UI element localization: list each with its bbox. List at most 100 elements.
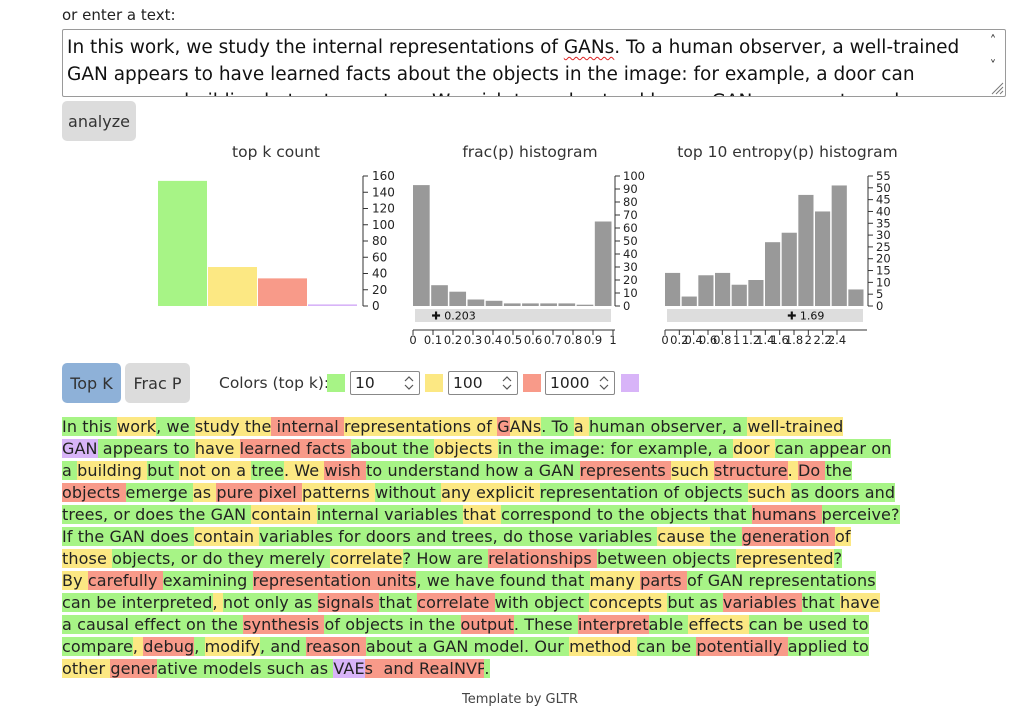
scroll-up-icon[interactable]: ˄ [989, 33, 997, 49]
topk-threshold-1-input[interactable]: 10 [350, 371, 420, 395]
token[interactable]: synthesis [243, 615, 325, 634]
token[interactable]: such [671, 461, 715, 480]
token[interactable]: for doors and trees, do those variables [338, 527, 658, 546]
token[interactable]: parts [640, 571, 687, 590]
token[interactable]: contain [251, 505, 317, 524]
token[interactable]: a causal effect on the [62, 615, 244, 634]
token[interactable]: study the [194, 417, 272, 436]
token[interactable]: other [62, 659, 111, 678]
token[interactable]: to the objects that [596, 505, 752, 524]
token[interactable]: can be interpreted [62, 593, 213, 612]
token[interactable]: of [476, 417, 498, 436]
text-input[interactable]: In this work, we study the internal repr… [62, 29, 1006, 97]
token[interactable]: . [787, 461, 798, 480]
token[interactable]: have [839, 593, 880, 612]
token[interactable]: in the image: for example, a [497, 439, 733, 458]
token[interactable]: perceive? [821, 505, 900, 524]
token[interactable]: By [62, 571, 88, 590]
token[interactable]: internal [271, 417, 345, 436]
token[interactable]: that [463, 505, 502, 524]
token[interactable]: but [147, 461, 180, 480]
token[interactable]: . These [513, 615, 578, 634]
token[interactable]: objects, or do they merely [112, 549, 331, 568]
token[interactable]: reason [305, 637, 366, 656]
token[interactable]: , we have found that [416, 571, 590, 590]
tab-frac-p[interactable]: Frac P [125, 363, 190, 403]
token[interactable]: not on a [179, 461, 252, 480]
token[interactable]: . To [541, 417, 574, 436]
token[interactable]: and RealNVP [378, 659, 485, 678]
token[interactable]: any [441, 483, 477, 502]
token[interactable]: represented [735, 549, 834, 568]
token[interactable]: ative models such as [157, 659, 334, 678]
token[interactable]: those [62, 549, 113, 568]
token[interactable]: G [497, 417, 510, 436]
token[interactable]: learned facts [239, 439, 351, 458]
color-swatch-red[interactable] [523, 374, 541, 392]
token[interactable]: many [589, 571, 641, 590]
token[interactable]: emerge [125, 483, 193, 502]
token[interactable]: variables [259, 527, 339, 546]
token[interactable]: potentially [696, 637, 788, 656]
token[interactable]: as [192, 483, 217, 502]
token[interactable]: VAE [333, 659, 365, 678]
token[interactable]: relationships [488, 549, 598, 568]
token[interactable]: . We [283, 461, 325, 480]
color-swatch-green[interactable] [327, 374, 345, 392]
token[interactable]: as doors and [790, 483, 896, 502]
token[interactable]: wish [324, 461, 367, 480]
token[interactable]: interpret [577, 615, 649, 634]
token[interactable]: gener [110, 659, 158, 678]
token[interactable]: concepts [589, 593, 668, 612]
token[interactable]: internal variables [316, 505, 464, 524]
token[interactable]: examining [162, 571, 253, 590]
token[interactable]: , and [260, 637, 306, 656]
token[interactable]: signals [317, 593, 380, 612]
token[interactable]: cause [657, 527, 711, 546]
token[interactable]: can appear on [774, 439, 892, 458]
token[interactable]: ? [833, 549, 843, 568]
token[interactable]: a [62, 461, 78, 480]
token[interactable]: work [117, 417, 157, 436]
token[interactable]: variables [722, 593, 802, 612]
token[interactable]: In this [62, 417, 118, 436]
token[interactable]: debug [143, 637, 195, 656]
token[interactable]: contain [194, 527, 260, 546]
token[interactable]: patterns [301, 483, 376, 502]
resize-handle-icon[interactable] [988, 79, 1004, 95]
token[interactable]: , [212, 593, 223, 612]
token[interactable]: If the GAN does [62, 527, 194, 546]
color-swatch-purple[interactable] [621, 374, 639, 392]
token[interactable]: a [732, 417, 748, 436]
token[interactable]: compare [62, 637, 133, 656]
token[interactable]: the [710, 527, 742, 546]
token[interactable]: trees, or does the GAN [62, 505, 252, 524]
token[interactable]: correlate [330, 549, 403, 568]
token[interactable]: , we [156, 417, 195, 436]
token[interactable]: correspond [501, 505, 597, 524]
token[interactable]: representations [344, 417, 477, 436]
token[interactable]: of GAN representations [686, 571, 876, 590]
token[interactable]: can be used to [748, 615, 869, 634]
token[interactable]: able [648, 615, 689, 634]
token[interactable]: of [834, 527, 851, 546]
token[interactable]: without [375, 483, 442, 502]
token[interactable]: tree [251, 461, 284, 480]
topk-threshold-3-input[interactable]: 1000 [545, 371, 615, 395]
token[interactable]: about the [350, 439, 435, 458]
token[interactable]: door [733, 439, 775, 458]
token[interactable]: a [573, 417, 589, 436]
token[interactable]: . [484, 659, 490, 678]
token[interactable]: output [460, 615, 514, 634]
token[interactable]: representation units [252, 571, 417, 590]
token[interactable]: Do [797, 461, 826, 480]
token[interactable]: carefully [87, 571, 163, 590]
token[interactable]: pure pixel [216, 483, 302, 502]
token[interactable]: of objects in the [324, 615, 461, 634]
token[interactable]: structure [714, 461, 788, 480]
token[interactable]: represents [579, 461, 672, 480]
token[interactable]: not only as [222, 593, 318, 612]
token[interactable]: building [77, 461, 148, 480]
token[interactable]: between objects [597, 549, 736, 568]
token[interactable]: appears to [97, 439, 195, 458]
